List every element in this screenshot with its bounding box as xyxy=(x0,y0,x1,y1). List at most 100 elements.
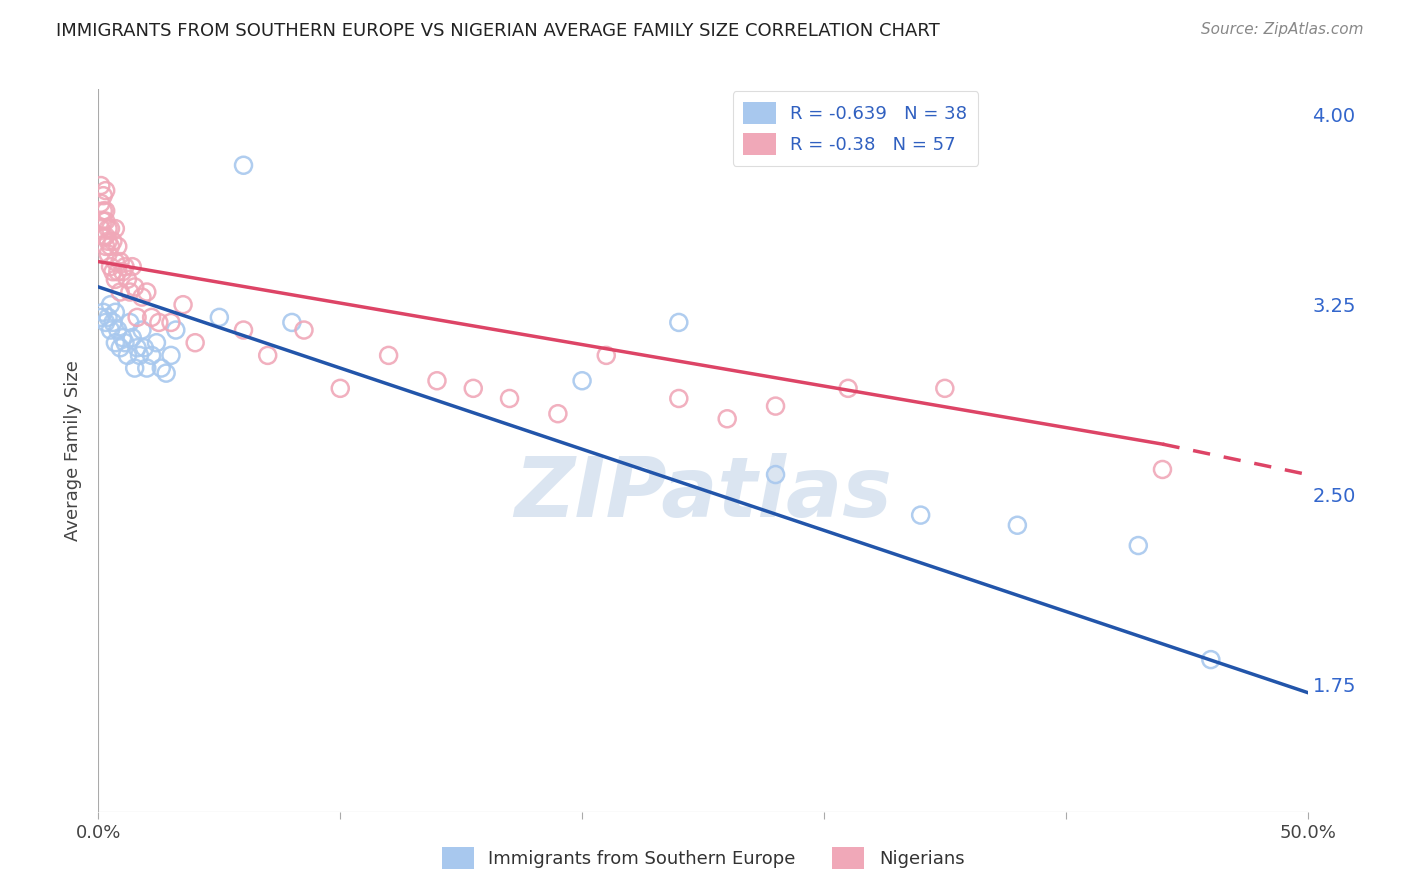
Point xyxy=(94,184,117,198)
Point xyxy=(377,348,399,362)
Point xyxy=(232,323,254,337)
Point xyxy=(91,188,114,202)
Point xyxy=(124,361,146,376)
Point xyxy=(100,298,122,312)
Point xyxy=(114,335,136,350)
Point xyxy=(104,272,127,286)
Point xyxy=(108,285,131,299)
Point xyxy=(141,310,163,325)
Point xyxy=(114,260,136,274)
Point xyxy=(104,221,127,235)
Point xyxy=(117,348,139,362)
Point xyxy=(232,158,254,172)
Point xyxy=(100,239,122,253)
Point xyxy=(571,374,593,388)
Point xyxy=(100,221,122,235)
Point xyxy=(426,374,449,388)
Point xyxy=(91,229,114,244)
Point xyxy=(208,310,231,325)
Point xyxy=(101,235,124,249)
Point xyxy=(111,331,134,345)
Point xyxy=(837,381,859,395)
Point xyxy=(94,229,117,244)
Point xyxy=(104,305,127,319)
Point xyxy=(547,407,569,421)
Point xyxy=(141,348,163,362)
Point xyxy=(107,239,129,253)
Legend: Immigrants from Southern Europe, Nigerians: Immigrants from Southern Europe, Nigeria… xyxy=(434,839,972,876)
Point xyxy=(281,315,304,329)
Point xyxy=(127,341,149,355)
Point xyxy=(91,214,114,228)
Point xyxy=(90,178,112,193)
Point xyxy=(97,235,120,249)
Point xyxy=(118,285,141,299)
Point xyxy=(135,285,157,299)
Point xyxy=(148,315,170,329)
Point xyxy=(108,341,131,355)
Point xyxy=(121,260,143,274)
Point xyxy=(90,310,112,325)
Point xyxy=(91,305,114,319)
Point xyxy=(256,348,278,362)
Point xyxy=(94,315,117,329)
Point xyxy=(121,331,143,345)
Point xyxy=(668,392,690,406)
Point xyxy=(117,272,139,286)
Legend: R = -0.639   N = 38, R = -0.38   N = 57: R = -0.639 N = 38, R = -0.38 N = 57 xyxy=(733,91,979,166)
Point xyxy=(160,315,183,329)
Point xyxy=(90,196,112,211)
Point xyxy=(1199,652,1222,666)
Point xyxy=(1152,462,1174,476)
Point xyxy=(145,335,167,350)
Point xyxy=(90,221,112,235)
Point xyxy=(97,247,120,261)
Point xyxy=(91,203,114,218)
Point xyxy=(765,399,787,413)
Point xyxy=(160,348,183,362)
Text: ZIPatlas: ZIPatlas xyxy=(515,453,891,534)
Point xyxy=(107,323,129,337)
Point xyxy=(150,361,173,376)
Point xyxy=(184,335,207,350)
Point xyxy=(1128,539,1150,553)
Point xyxy=(108,254,131,268)
Point xyxy=(131,290,153,304)
Point xyxy=(131,323,153,337)
Point xyxy=(463,381,485,395)
Text: IMMIGRANTS FROM SOUTHERN EUROPE VS NIGERIAN AVERAGE FAMILY SIZE CORRELATION CHAR: IMMIGRANTS FROM SOUTHERN EUROPE VS NIGER… xyxy=(56,22,941,40)
Point xyxy=(118,315,141,329)
Point xyxy=(595,348,617,362)
Point xyxy=(101,315,124,329)
Point xyxy=(1007,518,1029,533)
Point xyxy=(97,310,120,325)
Point xyxy=(155,366,177,380)
Point xyxy=(134,341,156,355)
Point xyxy=(329,381,352,395)
Point xyxy=(910,508,932,522)
Point xyxy=(94,203,117,218)
Point xyxy=(101,265,124,279)
Point xyxy=(716,411,738,425)
Y-axis label: Average Family Size: Average Family Size xyxy=(63,360,82,541)
Text: Source: ZipAtlas.com: Source: ZipAtlas.com xyxy=(1201,22,1364,37)
Point xyxy=(934,381,956,395)
Point xyxy=(498,392,520,406)
Point xyxy=(668,315,690,329)
Point xyxy=(165,323,187,337)
Point xyxy=(100,260,122,274)
Point xyxy=(94,239,117,253)
Point xyxy=(128,348,150,362)
Point xyxy=(104,254,127,268)
Point xyxy=(111,265,134,279)
Point xyxy=(100,323,122,337)
Point xyxy=(127,310,149,325)
Point xyxy=(135,361,157,376)
Point xyxy=(124,280,146,294)
Point xyxy=(292,323,315,337)
Point xyxy=(765,467,787,482)
Point xyxy=(107,265,129,279)
Point xyxy=(172,298,194,312)
Point xyxy=(97,221,120,235)
Point xyxy=(104,335,127,350)
